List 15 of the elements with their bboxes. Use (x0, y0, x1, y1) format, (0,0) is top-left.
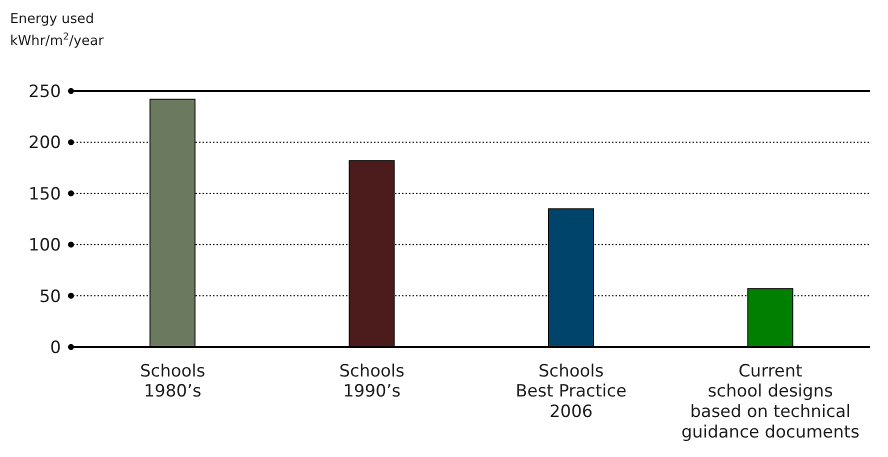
bar (548, 208, 594, 347)
y-tick-label: 100 (28, 236, 61, 256)
bar (150, 98, 196, 347)
bar (348, 160, 395, 347)
y-tick-label: 50 (39, 286, 61, 307)
y-tick-label: 250 (28, 82, 61, 102)
bar (747, 288, 794, 347)
y-tick-label: 150 (28, 184, 61, 204)
x-tick-label: Schools 1990’s (339, 361, 405, 402)
x-tick-label: Schools Best Practice 2006 (516, 361, 627, 422)
y-axis-title: Energy used kWhr/m$^{2}$/year (10, 11, 104, 49)
x-tick-label: Schools 1980’s (140, 361, 206, 402)
y-tick-label: 200 (28, 133, 61, 154)
y-tick-label: 0 (50, 338, 61, 358)
x-tick-label: Current school designs based on technical guidance documents (681, 361, 860, 442)
